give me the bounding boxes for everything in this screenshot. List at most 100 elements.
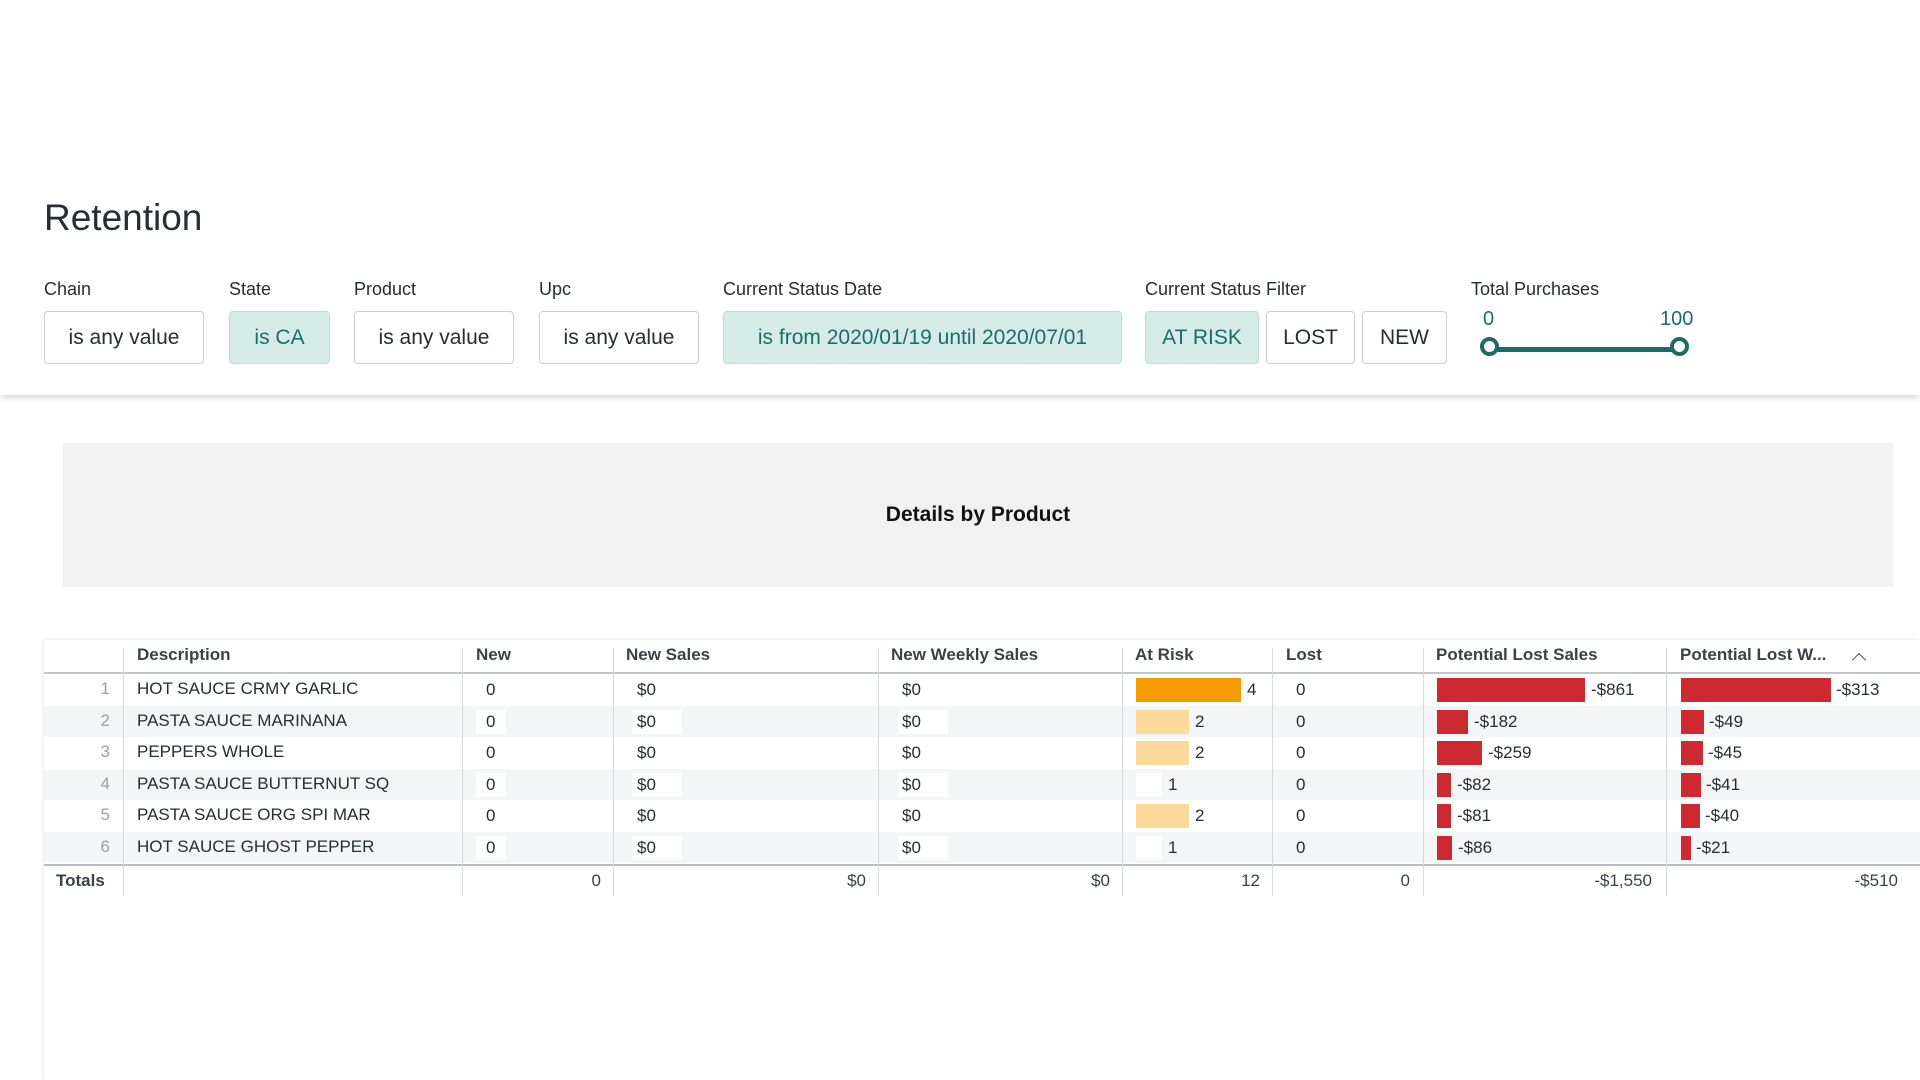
details-table: Description New New Sales New Weekly Sal… <box>44 640 1920 1080</box>
cell-background <box>632 835 682 860</box>
row-number: 5 <box>100 805 110 824</box>
potential-lost-weekly-bar <box>1681 835 1691 860</box>
new-sales-cell: $0 <box>637 743 656 762</box>
column-header-potential-lost-sales[interactable]: Potential Lost Sales <box>1436 645 1598 664</box>
totals-potential-lost-sales: -$1,550 <box>1594 871 1652 890</box>
chain-filter-label: Chain <box>44 279 92 299</box>
cell-background <box>632 709 682 734</box>
chevron-up-icon[interactable] <box>1851 652 1867 668</box>
cell-background <box>476 835 506 860</box>
cell-background <box>898 709 948 734</box>
potential-lost-weekly-value: -$45 <box>1708 743 1743 762</box>
description-cell: PASTA SAUCE MARINANA <box>137 710 348 730</box>
potential-lost-weekly-value: -$41 <box>1706 774 1741 794</box>
column-header-potential-lost-weekly[interactable]: Potential Lost W... <box>1680 645 1827 664</box>
table-row[interactable] <box>44 737 1920 768</box>
totals-at-risk: 12 <box>1241 871 1260 890</box>
totals-new-weekly-sales: $0 <box>1091 871 1110 890</box>
column-header-at-risk[interactable]: At Risk <box>1135 645 1194 664</box>
chain-filter[interactable]: is any value <box>44 311 204 364</box>
total-purchases-label: Total Purchases <box>1471 279 1600 299</box>
column-header-new[interactable]: New <box>476 645 511 664</box>
at-risk-bar <box>1136 772 1162 797</box>
status-option-lost[interactable]: LOST <box>1266 311 1355 364</box>
row-number: 6 <box>100 836 110 856</box>
new-weekly-sales-cell: $0 <box>902 680 921 699</box>
cell-background <box>476 678 506 702</box>
cell-background <box>632 772 682 797</box>
lost-cell: 0 <box>1296 711 1306 731</box>
cell-background <box>632 804 682 828</box>
new-weekly-sales-cell: $0 <box>902 837 921 857</box>
cell-background <box>476 741 506 765</box>
state-filter[interactable]: is CA <box>229 311 330 364</box>
potential-lost-weekly-value: -$313 <box>1836 680 1880 699</box>
description-cell: HOT SAUCE GHOST PEPPER <box>137 836 375 856</box>
table-row[interactable] <box>44 831 1920 863</box>
new-cell: 0 <box>486 806 496 825</box>
column-header-new-sales[interactable]: New Sales <box>626 645 711 664</box>
cell-background <box>898 835 948 860</box>
slider-min-handle[interactable] <box>1480 337 1499 356</box>
potential-lost-sales-value: -$182 <box>1474 711 1518 731</box>
lost-cell: 0 <box>1296 743 1306 762</box>
potential-lost-sales-bar <box>1437 772 1451 797</box>
potential-lost-sales-value: -$81 <box>1457 806 1492 825</box>
lost-cell: 0 <box>1296 774 1306 794</box>
new-weekly-sales-cell: $0 <box>902 743 921 762</box>
row-number: 4 <box>100 773 110 793</box>
table-row[interactable] <box>44 705 1920 737</box>
table-row[interactable] <box>44 768 1920 800</box>
potential-lost-weekly-bar <box>1681 804 1700 828</box>
at-risk-value: 2 <box>1195 806 1205 825</box>
at-risk-bar <box>1136 804 1189 828</box>
status-option-new[interactable]: NEW <box>1362 311 1447 364</box>
new-sales-cell: $0 <box>637 711 656 731</box>
potential-lost-sales-value: -$82 <box>1457 774 1492 794</box>
lost-cell: 0 <box>1296 806 1306 825</box>
potential-lost-weekly-value: -$21 <box>1696 837 1731 857</box>
at-risk-bar <box>1136 835 1162 860</box>
column-header-lost[interactable]: Lost <box>1286 645 1322 664</box>
column-divider <box>1272 648 1273 896</box>
cell-background <box>476 804 506 828</box>
column-header-new-weekly-sales[interactable]: New Weekly Sales <box>891 645 1039 664</box>
potential-lost-weekly-value: -$49 <box>1709 711 1744 731</box>
column-divider <box>1423 648 1424 896</box>
at-risk-bar <box>1136 678 1241 702</box>
new-weekly-sales-cell: $0 <box>902 774 921 794</box>
at-risk-value: 2 <box>1195 743 1205 762</box>
at-risk-bar <box>1136 741 1189 765</box>
cell-background <box>898 741 948 765</box>
new-cell: 0 <box>486 774 496 794</box>
header-divider <box>44 672 1920 674</box>
new-weekly-sales-cell: $0 <box>902 711 921 731</box>
row-number: 1 <box>100 679 110 698</box>
cell-background <box>476 709 506 734</box>
upc-filter-label: Upc <box>539 279 572 299</box>
slider-min-value: 0 <box>1483 308 1495 330</box>
new-cell: 0 <box>486 837 496 857</box>
total-purchases-slider-track[interactable] <box>1490 347 1680 352</box>
potential-lost-sales-value: -$861 <box>1591 680 1635 699</box>
potential-lost-sales-bar <box>1437 804 1451 828</box>
potential-lost-sales-bar <box>1437 709 1468 734</box>
cell-background <box>898 678 948 702</box>
at-risk-value: 1 <box>1168 774 1178 794</box>
potential-lost-weekly-bar <box>1681 772 1701 797</box>
potential-lost-sales-value: -$86 <box>1458 837 1493 857</box>
status-date-filter[interactable]: is from 2020/01/19 until 2020/07/01 <box>723 311 1122 364</box>
upc-filter[interactable]: is any value <box>539 311 699 364</box>
slider-max-handle[interactable] <box>1670 337 1689 356</box>
at-risk-value: 4 <box>1247 680 1257 699</box>
column-header-description[interactable]: Description <box>137 645 231 664</box>
totals-new-sales: $0 <box>847 871 866 890</box>
potential-lost-weekly-bar <box>1681 678 1831 702</box>
potential-lost-sales-bar <box>1437 741 1482 765</box>
lost-cell: 0 <box>1296 680 1306 699</box>
column-divider <box>1666 648 1667 896</box>
status-option-at-risk[interactable]: AT RISK <box>1145 311 1259 364</box>
product-filter[interactable]: is any value <box>354 311 514 364</box>
row-number: 3 <box>100 742 110 761</box>
column-divider <box>613 648 614 896</box>
